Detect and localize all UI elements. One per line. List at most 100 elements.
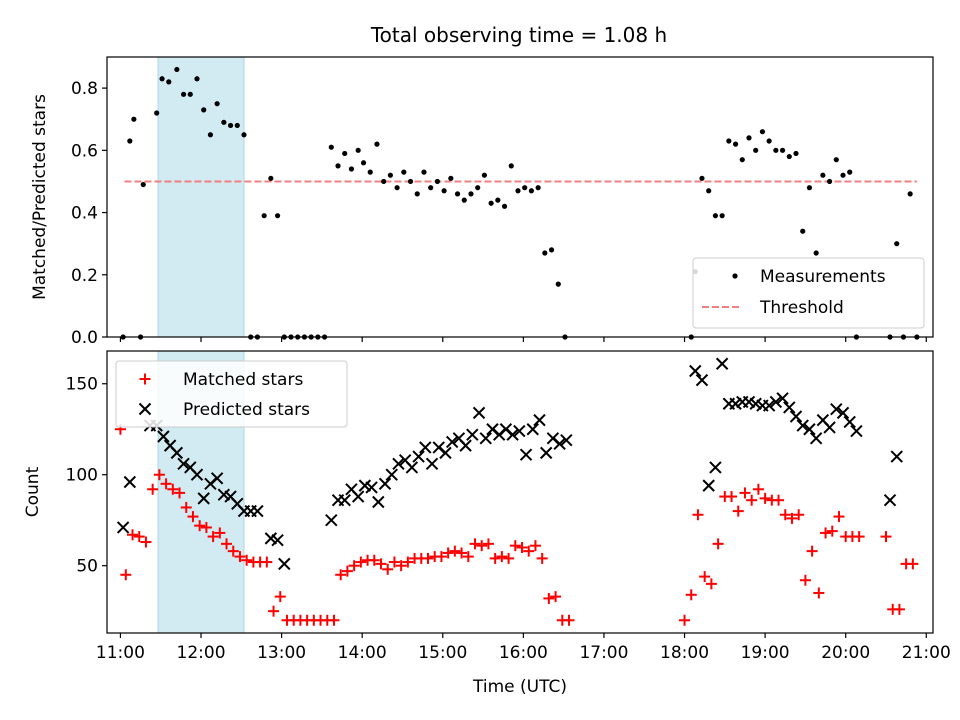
count-x-ticks: 11:00 12:00 13:00 14:00 15:00 16:00 17:00 18:00…: [96, 633, 951, 663]
predicted-point-60: [702, 479, 715, 492]
measurement-point-85: [806, 185, 813, 191]
matched-point-69: [685, 589, 697, 601]
predicted-point-1: [123, 475, 137, 489]
predicted-point-80: [836, 406, 850, 420]
predicted-point-66-b: [742, 395, 756, 409]
measurement-point-22: [268, 175, 274, 181]
predicted-point-13-b: [217, 488, 231, 501]
predicted-point-25-b: [345, 483, 358, 496]
legend-measurements-label: Measurements: [760, 267, 886, 287]
predicted-point-78: [823, 421, 836, 434]
measurement-point-7: [166, 79, 172, 85]
measurement-point-55: [488, 200, 494, 206]
predicted-point-12: [210, 472, 224, 485]
predicted-point-75: [803, 423, 816, 436]
measurement-point-42: [401, 169, 407, 175]
predicted-point-18-b: [251, 504, 264, 518]
matched-point-60: [516, 541, 528, 553]
count-y-axis-label: Count: [23, 466, 43, 517]
matched-point-49: [442, 547, 454, 559]
measurement-point-91: [847, 169, 853, 175]
predicted-point-21: [278, 557, 291, 571]
count-xtick-label-8: 19:00: [741, 643, 790, 663]
predicted-point-0-b: [116, 521, 130, 534]
count-xtick-label-2: 13:00: [257, 643, 306, 663]
matched-point-87: [806, 545, 818, 557]
matched-point-6: [153, 469, 165, 481]
count-ytick-label-2: 150: [66, 375, 98, 395]
x-axis-label: Time (UTC): [472, 677, 567, 697]
measurement-point-37: [367, 169, 373, 175]
predicted-point-18: [251, 504, 264, 518]
matched-point-59: [509, 540, 521, 552]
count-axes-frame: [106, 350, 934, 634]
predicted-point-83-b: [883, 493, 897, 507]
measurement-point-34: [348, 166, 355, 172]
matched-point-1: [120, 569, 132, 581]
predicted-point-51-b: [519, 448, 533, 461]
measurement-point-73: [726, 138, 732, 144]
measurement-point-75: [739, 157, 745, 163]
measurement-point-89: [833, 157, 839, 163]
predicted-point-42-b: [459, 439, 472, 452]
predicted-point-4: [157, 430, 170, 443]
matched-point-36: [355, 556, 367, 568]
predicted-point-31-b: [385, 468, 398, 481]
predicted-point-14-b: [224, 490, 237, 503]
measurement-point-87: [820, 172, 826, 178]
matched-point-35: [348, 560, 360, 572]
matched-point-91: [833, 511, 845, 523]
predicted-point-56-b: [553, 437, 566, 450]
matched-point-17: [227, 545, 239, 557]
matched-point-62: [529, 540, 541, 552]
predicted-point-70: [769, 395, 783, 409]
measurement-point-69: [699, 175, 705, 181]
predicted-point-46-b: [486, 423, 499, 436]
matched-point-41: [388, 556, 400, 568]
predicted-point-30: [378, 477, 392, 491]
predicted-point-29: [372, 495, 385, 509]
measurement-point-77: [753, 147, 759, 153]
predicted-point-57: [560, 433, 573, 447]
predicted-point-82-b: [850, 424, 863, 438]
measurement-point-15: [221, 119, 227, 125]
legend-predicted-marker: [138, 402, 152, 416]
matched-point-40: [382, 563, 394, 575]
predicted-point-71-b: [776, 392, 789, 405]
matched-point-68: [679, 614, 691, 626]
measurement-point-76: [746, 135, 752, 141]
matched-point-70: [692, 509, 704, 521]
measurement-point-35: [355, 147, 361, 153]
matched-point-48: [435, 551, 447, 563]
measurement-point-48: [441, 188, 447, 194]
predicted-point-51: [519, 448, 533, 461]
matched-point-72: [705, 578, 717, 590]
predicted-point-61-b: [709, 461, 722, 474]
matched-point-13: [200, 521, 212, 533]
matched-point-79: [752, 483, 764, 495]
predicted-point-57-b: [560, 433, 573, 447]
count-xtick-label-5: 16:00: [499, 643, 548, 663]
predicted-point-78-b: [823, 421, 836, 434]
predicted-point-59-b: [695, 373, 709, 387]
figure-title: Total observing time = 1.08 h: [370, 23, 667, 47]
measurement-point-16: [227, 122, 234, 129]
matched-point-14: [207, 531, 219, 543]
predicted-point-54: [539, 446, 553, 460]
ratio-ytick-label-3: 0.6: [71, 141, 98, 161]
predicted-point-7-b: [177, 457, 190, 471]
measurement-point-12: [201, 107, 207, 113]
predicted-point-40: [445, 435, 459, 449]
matched-point-53: [469, 538, 481, 550]
predicted-point-77-b: [816, 413, 830, 427]
matched-point-39: [375, 558, 387, 570]
predicted-point-24-b: [338, 493, 351, 507]
predicted-point-44-b: [472, 406, 486, 420]
count-xtick-label-0: 11:00: [96, 643, 145, 663]
measurement-point-63: [542, 250, 548, 256]
legend-predicted-glyph-b: [138, 402, 152, 416]
matched-point-55: [482, 538, 494, 550]
matched-point-51: [456, 547, 468, 559]
predicted-point-34: [405, 461, 419, 474]
matched-point-10: [180, 501, 192, 513]
